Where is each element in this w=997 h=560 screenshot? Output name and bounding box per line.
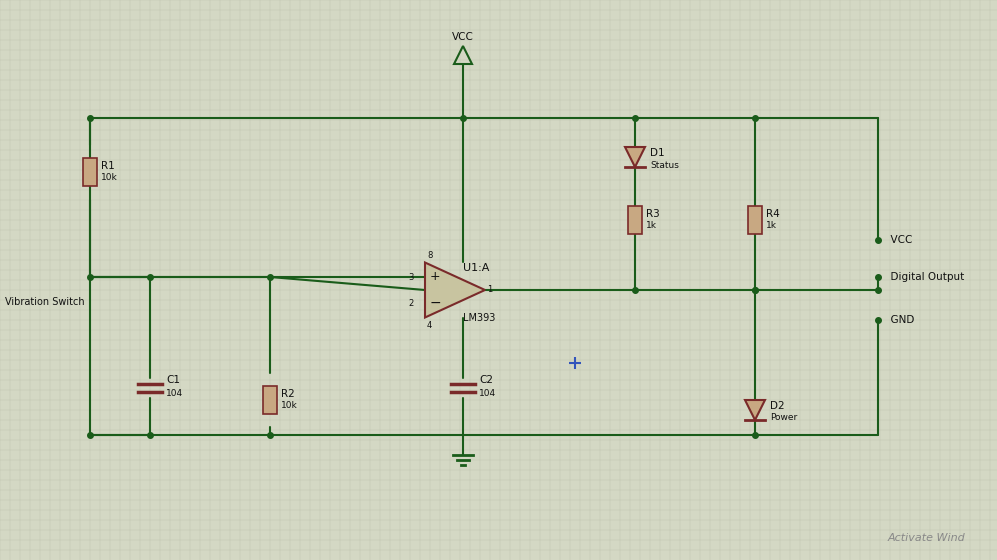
Text: Activate Wind: Activate Wind bbox=[887, 533, 965, 543]
Bar bbox=[628, 206, 642, 234]
Text: 1k: 1k bbox=[766, 222, 777, 231]
Text: 2: 2 bbox=[409, 298, 414, 307]
Text: U1:A: U1:A bbox=[463, 263, 490, 273]
Text: 104: 104 bbox=[166, 390, 183, 399]
Polygon shape bbox=[745, 400, 765, 420]
Text: R2: R2 bbox=[281, 389, 295, 399]
Text: GND: GND bbox=[884, 315, 914, 325]
Bar bbox=[748, 206, 762, 234]
Text: R1: R1 bbox=[101, 161, 115, 171]
Text: +: + bbox=[430, 270, 441, 283]
Text: 1k: 1k bbox=[646, 222, 657, 231]
Text: 10k: 10k bbox=[101, 174, 118, 183]
Text: 4: 4 bbox=[427, 320, 433, 329]
Text: C2: C2 bbox=[479, 375, 493, 385]
Bar bbox=[263, 386, 277, 414]
Text: R4: R4 bbox=[766, 209, 780, 219]
Text: D2: D2 bbox=[770, 401, 785, 411]
Text: Vibration Switch: Vibration Switch bbox=[5, 297, 85, 307]
Text: C1: C1 bbox=[166, 375, 180, 385]
Text: −: − bbox=[429, 296, 441, 310]
Text: 1: 1 bbox=[487, 286, 493, 295]
Text: 8: 8 bbox=[427, 250, 433, 259]
Text: R3: R3 bbox=[646, 209, 660, 219]
Text: Digital Output: Digital Output bbox=[884, 272, 964, 282]
Text: VCC: VCC bbox=[452, 32, 474, 42]
Polygon shape bbox=[425, 263, 485, 318]
Text: VCC: VCC bbox=[884, 235, 912, 245]
Text: LM393: LM393 bbox=[463, 313, 496, 323]
Text: Power: Power bbox=[770, 413, 798, 422]
Text: 104: 104 bbox=[479, 390, 497, 399]
Text: D1: D1 bbox=[650, 148, 665, 158]
Text: 3: 3 bbox=[409, 273, 414, 282]
Bar bbox=[83, 158, 97, 186]
Text: Status: Status bbox=[650, 161, 679, 170]
Polygon shape bbox=[625, 147, 645, 167]
Text: 10k: 10k bbox=[281, 402, 298, 410]
